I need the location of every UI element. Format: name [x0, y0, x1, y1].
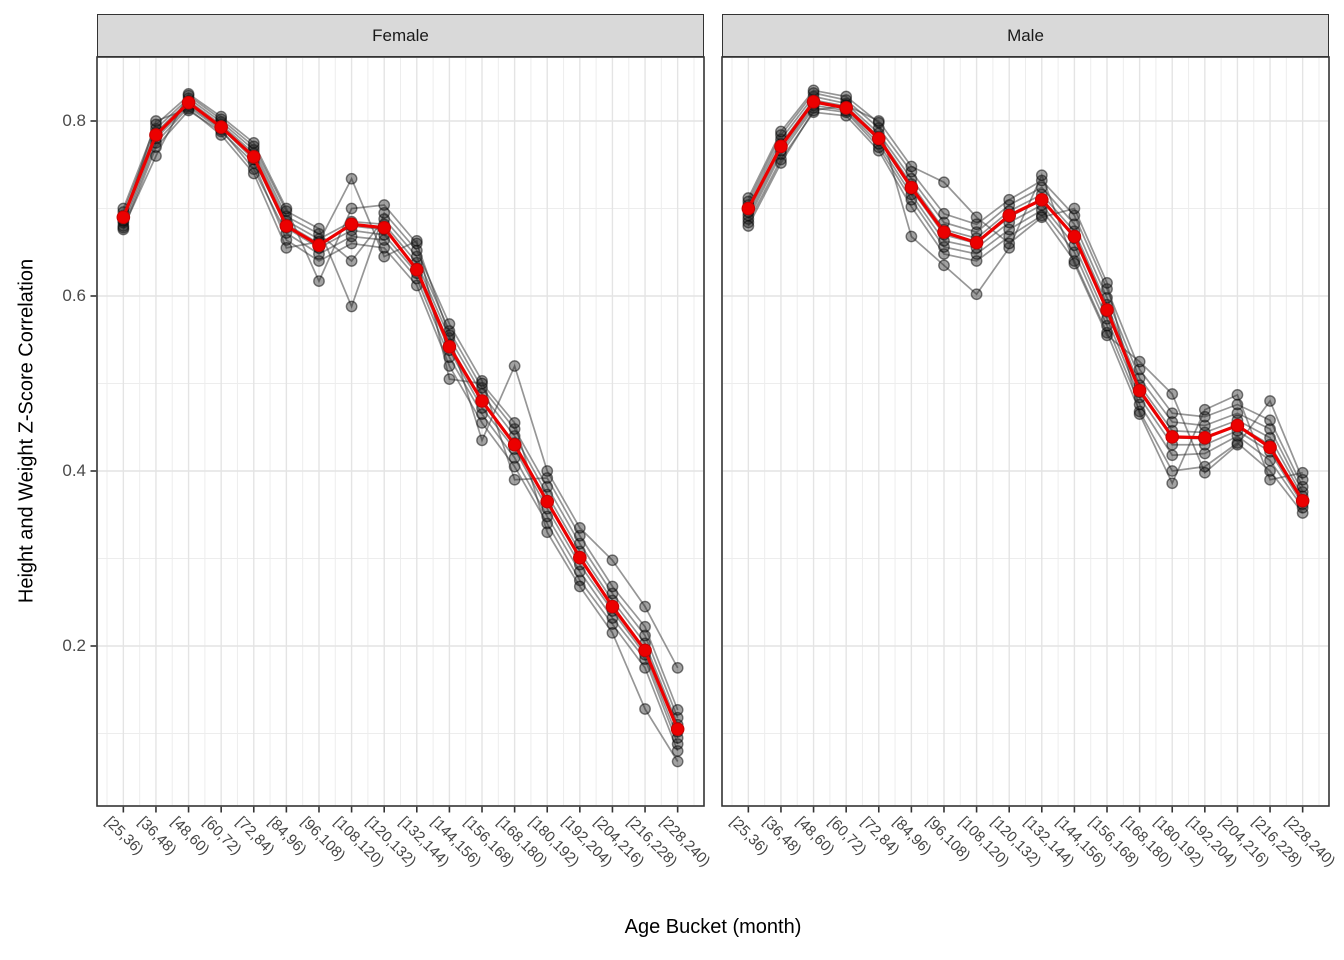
y-tick-label: 0.6 [62, 286, 86, 305]
facet-panel-female [90, 56, 705, 813]
facet-panel-male [721, 56, 1330, 813]
panel-border [96, 56, 705, 807]
y-axis-title: Height and Weight Z-Score Correlation [15, 258, 38, 604]
facet-strip-male: Male [722, 14, 1329, 57]
facet-strip-female-label: Female [372, 25, 429, 45]
x-axis-ticks [122, 806, 679, 813]
y-axis-ticks [90, 120, 97, 647]
mean-series [116, 95, 685, 736]
gridlines-minor [723, 58, 1328, 805]
y-tick-label: 0.2 [62, 636, 86, 655]
replicate-line-replicate-8 [742, 84, 1309, 486]
gridlines-major [98, 58, 703, 805]
gridlines-minor [98, 58, 703, 805]
y-tick-label: 0.8 [62, 111, 86, 130]
mean-series [741, 94, 1310, 508]
y-tick-label: 0.4 [62, 461, 86, 480]
facet-strip-female: Female [97, 14, 704, 57]
panel-border [721, 56, 1330, 807]
facet-strip-male-label: Male [1007, 25, 1044, 45]
x-axis-ticks [747, 806, 1304, 813]
replicate-line-replicate-8 [117, 87, 684, 674]
x-axis-title: Age Bucket (month) [624, 916, 802, 938]
